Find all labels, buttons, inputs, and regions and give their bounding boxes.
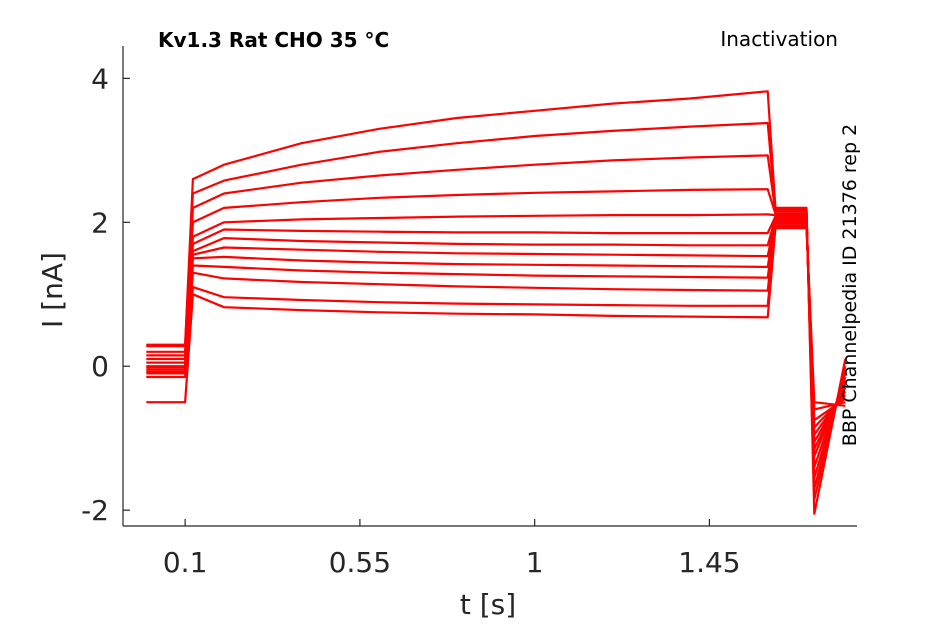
current-trace-13 (146, 227, 846, 407)
current-trace-12 (146, 224, 846, 411)
current-trace-2 (146, 121, 847, 501)
protocol-label: Inactivation (720, 27, 838, 51)
source-label: BBP Channelpedia ID 21376 rep 2 (839, 124, 861, 446)
traces-group (146, 90, 847, 515)
current-trace-4 (146, 188, 847, 479)
y-tick-label: -2 (81, 494, 109, 527)
y-axis-label: I [nA] (36, 252, 69, 328)
x-tick-label: 1 (526, 546, 544, 579)
current-trace-5 (146, 213, 847, 469)
current-trace-8 (146, 218, 847, 443)
x-ticks-group: 0.1 0.55 1 1.45 (163, 519, 741, 579)
current-trace-11 (146, 222, 846, 422)
x-tick-label: 0.55 (329, 546, 391, 579)
x-tick-label: 1.45 (678, 546, 740, 579)
x-tick-label: 0.1 (163, 546, 208, 579)
y-ticks-group: -2 0 2 4 (81, 62, 130, 527)
y-tick-label: 2 (91, 206, 109, 239)
current-trace-3 (146, 154, 847, 490)
current-trace-10 (146, 221, 847, 429)
y-tick-label: 0 (91, 350, 109, 383)
current-trace-6 (146, 215, 847, 458)
current-trace-9 (146, 219, 847, 436)
x-axis-label: t [s] (460, 588, 516, 621)
current-trace-1 (146, 90, 847, 515)
chart-title: Kv1.3 Rat CHO 35 °C (158, 28, 389, 52)
y-tick-label: 4 (91, 62, 109, 95)
current-trace-7 (146, 216, 847, 451)
